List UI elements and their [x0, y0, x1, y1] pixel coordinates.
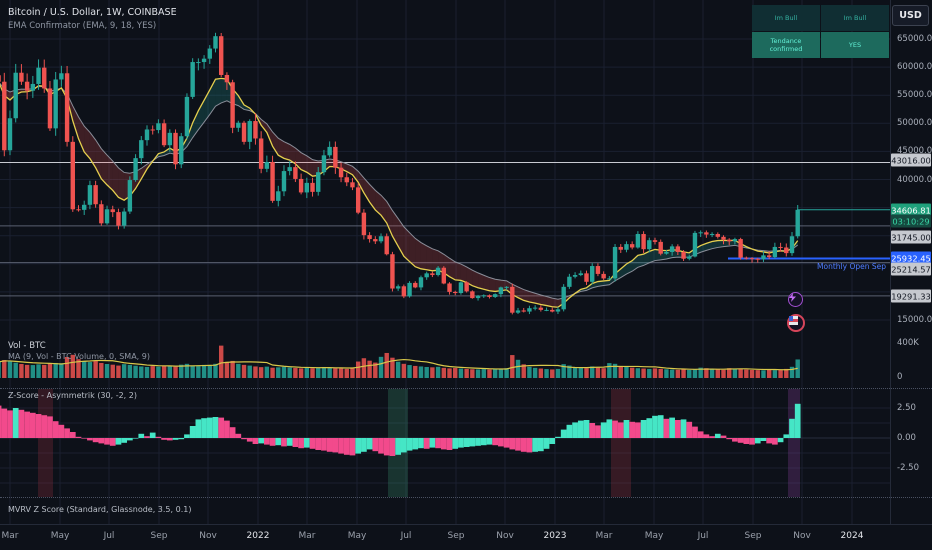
axis-tick-label: 40000.00	[897, 175, 932, 185]
time-axis-month-label: Sep	[150, 531, 168, 541]
chart-canvas[interactable]	[0, 0, 890, 550]
axis-tick-label: 0.00	[897, 433, 916, 443]
lightning-bolt-glyph	[789, 293, 796, 302]
volume-ma-label[interactable]: MA (9, Vol - BTC Volume, 0, SMA, 9)	[8, 352, 150, 361]
signal-cell-ema-fast: Im Bull	[752, 5, 820, 31]
zscore-pane-label[interactable]: Z-Score - Asymmetrik (30, -2, 2)	[8, 391, 137, 400]
symbol-legend[interactable]: Bitcoin / U.S. Dollar, 1W, COINBASE	[8, 7, 177, 18]
signal-cell-confirmation: YES	[821, 32, 889, 58]
time-axis-month-label: Nov	[199, 531, 217, 541]
time-axis-month-label: May	[347, 531, 367, 541]
axis-tick-label: 45000.00	[897, 146, 932, 156]
axis-tick-label: 50000.00	[897, 118, 932, 128]
axis-tick-label: 55000.00	[897, 90, 932, 100]
time-axis-month-label: May	[644, 531, 664, 541]
time-axis-month-label: Nov	[496, 531, 514, 541]
time-axis-month-label: Sep	[744, 531, 762, 541]
flag-event-icon[interactable]	[787, 314, 805, 332]
mvrv-pane-label[interactable]: MVRV Z Score (Standard, Glassnode, 3.5, …	[8, 505, 192, 514]
pane-separator-zscore-mvrv[interactable]	[0, 497, 932, 498]
lightning-event-icon[interactable]	[788, 292, 803, 307]
time-axis-year-label: 2022	[246, 531, 270, 541]
time-axis-month-label: Jul	[697, 531, 709, 541]
signal-cell-trend-status: Tendance confirmed	[752, 32, 820, 58]
monthly-open-line-label: Monthly Open Sep	[817, 262, 886, 271]
time-axis-year-label: 2023	[543, 531, 567, 541]
price-axis-border	[890, 0, 891, 524]
axis-tick-label: 60000.00	[897, 62, 932, 72]
currency-toggle-button[interactable]: USD	[892, 5, 929, 26]
axis-tick-label: 400K	[897, 338, 919, 348]
axis-price-label: 34606.81	[891, 203, 931, 217]
time-axis-border	[0, 524, 932, 525]
time-axis-month-label: Mar	[595, 531, 613, 541]
pane-separator-volume-zscore[interactable]	[0, 388, 932, 389]
axis-tick-label: 0	[897, 372, 903, 382]
time-axis-month-label: Jul	[103, 531, 115, 541]
signal-cell-ema-slow: Im Bull	[821, 5, 889, 31]
ema-confirmator-signal-table: Im Bull Im Bull Tendance confirmed YES	[752, 5, 889, 58]
axis-price-label: 31745.00	[891, 230, 931, 244]
axis-tick-label: 15000.00	[897, 315, 932, 325]
time-axis-month-label: Nov	[793, 531, 811, 541]
flag-glyph	[789, 316, 798, 325]
time-axis-month-label: Jul	[400, 531, 412, 541]
axis-tick-label: 2.50	[897, 403, 916, 413]
axis-price-label: 03:10:29	[891, 214, 931, 228]
axis-tick-label: -2.50	[897, 463, 919, 473]
time-axis-month-label: Mar	[298, 531, 316, 541]
time-axis-month-label: May	[50, 531, 70, 541]
time-axis-year-label: 2024	[840, 531, 864, 541]
axis-tick-label: 65000.00	[897, 34, 932, 44]
volume-pane-label[interactable]: Vol - BTC	[8, 341, 46, 351]
axis-price-label: 43016.00	[891, 153, 931, 167]
axis-price-label: 19291.33	[891, 289, 931, 303]
time-axis-month-label: Mar	[1, 531, 19, 541]
axis-price-label: 25214.57	[891, 262, 931, 276]
axis-price-label: 25932.45	[891, 251, 931, 265]
indicator-legend-ema-confirmator[interactable]: EMA Confirmator (EMA, 9, 18, YES)	[8, 21, 157, 31]
time-axis-month-label: Sep	[447, 531, 465, 541]
